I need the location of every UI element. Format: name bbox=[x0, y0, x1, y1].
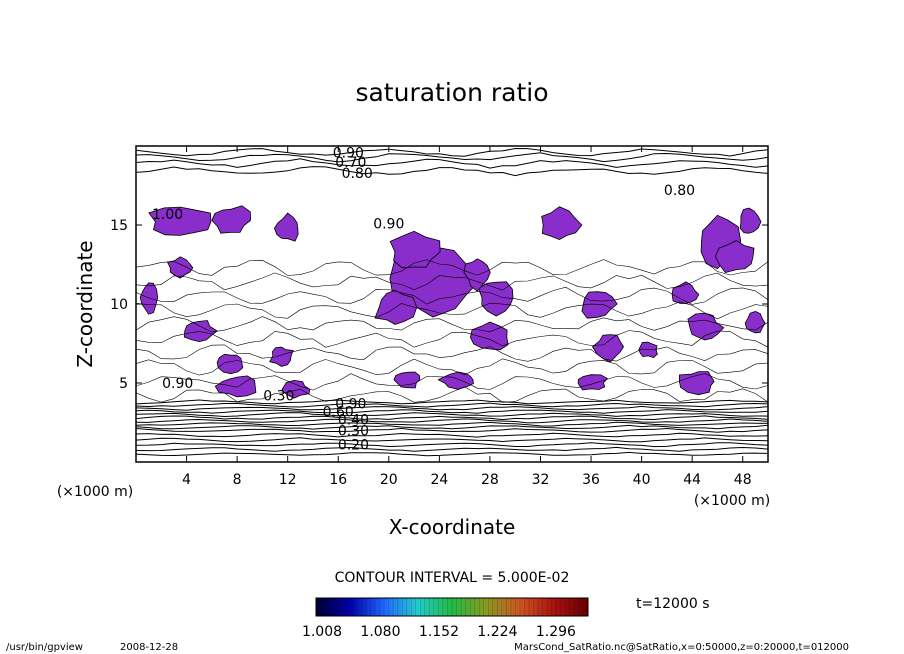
contour-line bbox=[136, 301, 768, 320]
y-tick-label: 10 bbox=[110, 297, 128, 313]
x-tick-label: 48 bbox=[734, 472, 752, 488]
x-tick-label: 36 bbox=[582, 472, 600, 488]
shaded-region bbox=[714, 240, 755, 273]
shaded-region bbox=[687, 312, 725, 341]
x-axis-label: X-coordinate bbox=[389, 515, 516, 539]
shaded-region bbox=[211, 205, 252, 234]
contour-line bbox=[136, 147, 768, 157]
contour-line bbox=[136, 272, 768, 291]
shaded-region bbox=[679, 371, 715, 396]
contour-line bbox=[136, 358, 768, 376]
shaded-region bbox=[581, 291, 618, 319]
colorbar-tick-label: 1.296 bbox=[536, 624, 576, 640]
shaded-region bbox=[281, 379, 311, 399]
contour-line bbox=[136, 286, 768, 305]
shaded-region bbox=[183, 320, 218, 343]
shaded-region bbox=[638, 341, 658, 359]
x-tick-label: 4 bbox=[182, 472, 191, 488]
contour-line bbox=[136, 166, 768, 177]
contour-label: 0.90 bbox=[373, 216, 404, 232]
colorbar-tick-label: 1.008 bbox=[302, 624, 342, 640]
shaded-region bbox=[591, 334, 625, 363]
contour-line bbox=[136, 330, 768, 348]
shaded-region bbox=[469, 321, 509, 351]
colorbar-tick-label: 1.152 bbox=[419, 624, 459, 640]
shaded-region bbox=[389, 230, 441, 269]
y-axis-label: Z-coordinate bbox=[73, 240, 97, 367]
shaded-region bbox=[273, 212, 299, 242]
footer-program: /usr/bin/gpview bbox=[6, 642, 83, 653]
contour-line bbox=[136, 344, 768, 362]
contour-label: 0.90 bbox=[162, 376, 193, 392]
contour-label: 0.30 bbox=[338, 423, 369, 439]
x-tick-label: 20 bbox=[380, 472, 398, 488]
y-tick-label: 5 bbox=[119, 376, 128, 392]
x-tick-label: 24 bbox=[430, 472, 448, 488]
contour-line bbox=[136, 412, 768, 418]
contour-line bbox=[136, 399, 768, 405]
y-tick-label: 15 bbox=[110, 218, 128, 234]
plot-area bbox=[136, 147, 768, 457]
shaded-region bbox=[541, 206, 583, 241]
contour-label: 0.80 bbox=[664, 183, 695, 199]
shaded-region bbox=[739, 207, 762, 234]
shaded-region bbox=[577, 374, 608, 391]
contour-label: 0.80 bbox=[342, 166, 373, 182]
x-tick-label: 8 bbox=[233, 472, 242, 488]
x-tick-label: 16 bbox=[329, 472, 347, 488]
time-text: t=12000 s bbox=[636, 596, 710, 612]
contour-label: 0.70 bbox=[335, 155, 366, 171]
contour-line bbox=[136, 259, 768, 276]
contour-line bbox=[136, 446, 768, 452]
contour-line bbox=[136, 415, 768, 421]
contour-label: 0.60 bbox=[323, 404, 354, 420]
shaded-region bbox=[166, 256, 194, 279]
x-tick-label: 12 bbox=[279, 472, 297, 488]
contour-line bbox=[136, 373, 768, 391]
shaded-region bbox=[139, 282, 159, 315]
footer-date: 2008-12-28 bbox=[120, 642, 178, 653]
colorbar-tick-label: 1.224 bbox=[477, 624, 517, 640]
contour-line bbox=[136, 405, 768, 411]
contour-line bbox=[136, 316, 768, 333]
shaded-region bbox=[437, 371, 474, 390]
x-tick-label: 28 bbox=[481, 472, 499, 488]
contour-interval-text: CONTOUR INTERVAL = 5.000E-02 bbox=[335, 570, 570, 586]
shaded-region bbox=[214, 375, 257, 398]
contour-line bbox=[136, 451, 768, 457]
contour-line bbox=[136, 421, 768, 427]
contour-line bbox=[136, 437, 768, 443]
contour-label: 0.90 bbox=[333, 145, 364, 161]
contour-line bbox=[136, 418, 768, 424]
contour-line bbox=[136, 424, 768, 430]
contour-line bbox=[136, 402, 768, 408]
chart-title: saturation ratio bbox=[355, 78, 548, 107]
contour-label: 0.90 bbox=[335, 397, 366, 413]
contour-label: 0.30 bbox=[263, 389, 294, 405]
x-unit-label-left: (×1000 m) bbox=[57, 484, 133, 500]
contour-line bbox=[136, 442, 768, 448]
contour-line bbox=[136, 427, 768, 433]
footer-source: MarsCond_SatRatio.nc@SatRatio,x=0:50000,… bbox=[514, 642, 849, 653]
x-unit-label-right: (×1000 m) bbox=[694, 493, 770, 509]
colorbar-tick-label: 1.080 bbox=[360, 624, 400, 640]
shaded-region bbox=[216, 353, 244, 375]
contour-line bbox=[136, 409, 768, 414]
shaded-region bbox=[478, 281, 514, 317]
shaded-region bbox=[269, 346, 294, 367]
x-tick-label: 44 bbox=[683, 472, 701, 488]
shaded-region bbox=[671, 281, 700, 304]
contour-label: 0.20 bbox=[338, 438, 369, 454]
x-tick-label: 40 bbox=[633, 472, 651, 488]
contour-label: 1.00 bbox=[152, 207, 183, 223]
contour-line bbox=[136, 386, 768, 403]
contour-label: 0.40 bbox=[338, 412, 369, 428]
x-tick-label: 32 bbox=[532, 472, 550, 488]
contour-line bbox=[136, 432, 768, 438]
contour-line bbox=[136, 152, 768, 163]
contour-line bbox=[136, 158, 768, 169]
shaded-region bbox=[148, 206, 212, 236]
